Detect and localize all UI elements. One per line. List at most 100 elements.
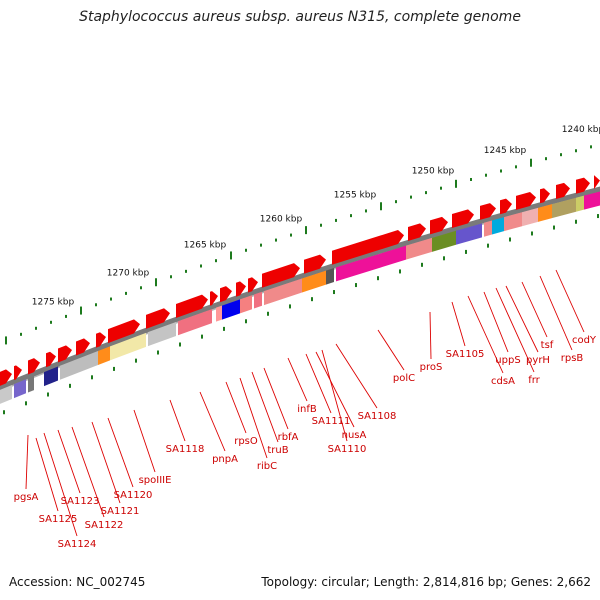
leader-line bbox=[199, 391, 226, 452]
leader-line bbox=[321, 349, 348, 442]
leader-line bbox=[305, 353, 332, 414]
gene-block bbox=[406, 237, 432, 260]
gene-arrow bbox=[220, 286, 232, 303]
gene-label: SA1118 bbox=[166, 444, 205, 455]
gene-label: polC bbox=[393, 373, 415, 384]
gene-label: tsf bbox=[541, 340, 554, 351]
gene-label: ribC bbox=[257, 461, 277, 472]
gene-label: infB bbox=[297, 404, 317, 415]
gene-block bbox=[432, 230, 456, 252]
gene-label: SA1111 bbox=[312, 416, 351, 427]
gene-block bbox=[254, 291, 262, 309]
leader-line bbox=[251, 371, 279, 443]
gene-label: SA1124 bbox=[58, 539, 97, 550]
reverse-genes bbox=[0, 191, 600, 415]
map-title: Staphylococcus aureus subsp. aureus N315… bbox=[79, 9, 521, 25]
gene-block bbox=[264, 278, 302, 306]
gene-block bbox=[148, 321, 176, 347]
gene-block bbox=[0, 384, 13, 404]
gene-arrow bbox=[14, 365, 22, 381]
leader-line bbox=[91, 421, 121, 504]
gene-block bbox=[222, 299, 240, 320]
gene-label: pnpA bbox=[212, 454, 238, 465]
leader-line bbox=[71, 426, 105, 518]
gene-arrow bbox=[58, 345, 72, 363]
gene-label: SA1121 bbox=[101, 506, 140, 517]
gene-arrow bbox=[452, 209, 474, 228]
gene-label: rpsB bbox=[561, 353, 584, 364]
gene-arrow bbox=[28, 358, 40, 375]
gene-block bbox=[504, 212, 522, 232]
gene-arrow bbox=[500, 198, 512, 215]
gene-arrow bbox=[46, 351, 56, 368]
gene-arrow bbox=[540, 188, 550, 204]
gene-block bbox=[456, 223, 482, 245]
scale-labels: 1240 kbp 1245 kbp 1250 kbp 1255 kbp 1260 kbp… bbox=[32, 125, 600, 308]
gene-label: codY bbox=[572, 335, 597, 346]
scale-label: 1245 kbp bbox=[484, 146, 527, 156]
gene-block bbox=[44, 366, 58, 387]
gene-block bbox=[326, 268, 334, 285]
gene-arrow bbox=[146, 308, 170, 329]
gene-arrow bbox=[210, 291, 218, 306]
gene-arrow bbox=[0, 369, 13, 386]
gene-arrow bbox=[76, 338, 90, 356]
genome-summary: Topology: circular; Length: 2,814,816 bp… bbox=[261, 575, 591, 589]
gene-arrow bbox=[576, 177, 590, 194]
gene-arrow bbox=[332, 230, 404, 265]
gene-arrow bbox=[236, 281, 246, 297]
gene-arrow bbox=[248, 277, 258, 293]
gene-block bbox=[552, 197, 576, 219]
leader-line bbox=[133, 409, 156, 473]
scale-label: 1275 kbp bbox=[32, 298, 75, 308]
leader-line bbox=[35, 437, 59, 512]
gene-label: rbfA bbox=[278, 432, 299, 443]
leader-line bbox=[239, 377, 268, 459]
leader-line bbox=[315, 351, 355, 428]
gene-block bbox=[240, 295, 252, 314]
gene-label: uppS bbox=[495, 355, 520, 366]
leader-line bbox=[377, 329, 405, 371]
leader-line bbox=[335, 343, 378, 409]
gene-label: proS bbox=[420, 362, 443, 373]
leader-line bbox=[505, 285, 539, 353]
gene-label: nusA bbox=[342, 430, 367, 441]
gene-label: truB bbox=[267, 445, 288, 456]
gene-block bbox=[584, 191, 600, 210]
gene-block bbox=[110, 332, 146, 361]
accession-text: Accession: NC_002745 bbox=[9, 575, 146, 589]
gene-block bbox=[98, 346, 110, 366]
gene-label: pgsA bbox=[14, 492, 39, 503]
gene-arrow bbox=[408, 223, 426, 242]
gene-label: SA1125 bbox=[39, 514, 78, 525]
gene-arrow bbox=[516, 192, 536, 210]
scale-label: 1250 kbp bbox=[412, 167, 455, 177]
leader-line bbox=[287, 357, 308, 402]
gene-arrow bbox=[96, 332, 106, 348]
gene-block bbox=[60, 351, 98, 380]
leader-line bbox=[107, 417, 134, 488]
gene-block bbox=[178, 309, 212, 336]
gene-label: pyrH bbox=[526, 355, 550, 366]
forward-genes bbox=[0, 175, 600, 386]
gene-label: SA1122 bbox=[85, 520, 124, 531]
gene-label: cdsA bbox=[491, 376, 515, 387]
leader-line bbox=[539, 275, 573, 351]
gene-block bbox=[576, 195, 584, 212]
leader-line bbox=[495, 287, 535, 373]
leader-line bbox=[225, 381, 247, 434]
gene-block bbox=[538, 204, 552, 222]
leader-line bbox=[169, 399, 186, 442]
gene-arrow bbox=[262, 263, 300, 288]
scale-label: 1265 kbp bbox=[184, 241, 227, 251]
gene-arrow bbox=[304, 254, 326, 274]
gene-block bbox=[492, 217, 504, 235]
leader-line bbox=[43, 432, 78, 537]
gene-arrow bbox=[594, 175, 600, 190]
gene-label: SA1105 bbox=[446, 349, 485, 360]
scale-ticks bbox=[5, 145, 592, 345]
leader-line bbox=[57, 429, 81, 494]
gene-block bbox=[336, 245, 406, 282]
